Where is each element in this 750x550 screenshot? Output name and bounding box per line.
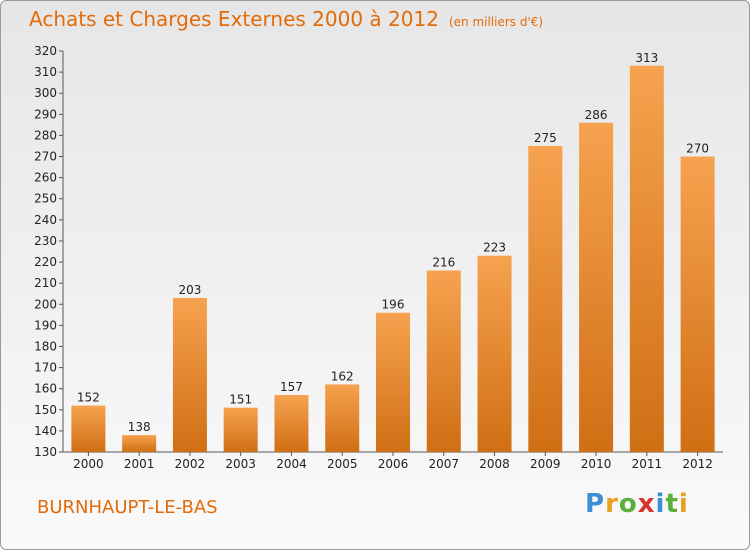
y-tick-label: 250 bbox=[34, 192, 57, 206]
bar bbox=[223, 407, 258, 452]
y-tick-label: 190 bbox=[34, 318, 57, 332]
y-tick-label: 150 bbox=[34, 403, 57, 417]
bar bbox=[325, 384, 360, 452]
y-tick-label: 220 bbox=[34, 255, 57, 269]
bar bbox=[579, 122, 614, 452]
commune-name: BURNHAUPT-LE-BAS bbox=[37, 497, 218, 518]
y-tick-label: 180 bbox=[34, 339, 57, 353]
bar bbox=[426, 270, 461, 452]
bar-value-label: 216 bbox=[432, 255, 455, 269]
bar bbox=[477, 255, 512, 452]
bar bbox=[528, 145, 563, 452]
x-tick-label: 2008 bbox=[479, 457, 510, 471]
chart-unit: (en milliers d'€) bbox=[448, 15, 544, 29]
bar-value-label: 270 bbox=[686, 142, 709, 156]
x-tick-label: 2006 bbox=[378, 457, 409, 471]
y-tick-label: 280 bbox=[34, 128, 57, 142]
x-tick-label: 2002 bbox=[175, 457, 206, 471]
bar-value-label: 313 bbox=[635, 51, 658, 65]
bar bbox=[629, 65, 664, 452]
x-tick-label: 2004 bbox=[276, 457, 307, 471]
bar-value-label: 275 bbox=[534, 131, 557, 145]
chart-title: Achats et Charges Externes 2000 à 2012 (e… bbox=[29, 7, 543, 31]
bar-value-label: 203 bbox=[178, 283, 201, 297]
y-tick-label: 230 bbox=[34, 234, 57, 248]
y-tick-label: 140 bbox=[34, 424, 57, 438]
chart-title-text: Achats et Charges Externes 2000 à 2012 bbox=[29, 7, 439, 31]
x-tick-label: 2009 bbox=[530, 457, 561, 471]
y-tick-label: 270 bbox=[34, 150, 57, 164]
bar-value-label: 286 bbox=[585, 108, 608, 122]
proxiti-logo: Proxiti bbox=[585, 489, 689, 519]
x-tick-label: 2003 bbox=[225, 457, 256, 471]
y-tick-label: 320 bbox=[34, 44, 57, 58]
bar bbox=[376, 312, 410, 452]
x-tick-label: 2001 bbox=[124, 457, 155, 471]
y-tick-label: 260 bbox=[34, 171, 57, 185]
y-tick-label: 130 bbox=[34, 445, 57, 459]
bar-value-label: 157 bbox=[280, 380, 303, 394]
y-tick-label: 300 bbox=[34, 86, 57, 100]
bar-value-label: 162 bbox=[331, 369, 354, 383]
y-tick-label: 200 bbox=[34, 297, 57, 311]
x-tick-label: 2000 bbox=[73, 457, 104, 471]
bar-value-label: 196 bbox=[382, 298, 405, 312]
y-tick-label: 310 bbox=[34, 65, 57, 79]
bar bbox=[172, 297, 207, 452]
bar bbox=[122, 435, 157, 452]
bar bbox=[71, 405, 106, 452]
y-tick-label: 210 bbox=[34, 276, 57, 290]
y-tick-label: 160 bbox=[34, 382, 57, 396]
x-tick-label: 2010 bbox=[581, 457, 612, 471]
bar-value-label: 152 bbox=[77, 391, 100, 405]
x-tick-label: 2012 bbox=[682, 457, 713, 471]
bar-value-label: 223 bbox=[483, 241, 506, 255]
x-tick-label: 2005 bbox=[327, 457, 358, 471]
x-tick-label: 2011 bbox=[632, 457, 663, 471]
bar bbox=[680, 156, 715, 453]
bar bbox=[274, 395, 309, 452]
y-tick-label: 290 bbox=[34, 107, 57, 121]
y-tick-label: 170 bbox=[34, 361, 57, 375]
bar-value-label: 151 bbox=[229, 393, 252, 407]
bar-value-label: 138 bbox=[128, 420, 151, 434]
x-tick-label: 2007 bbox=[428, 457, 459, 471]
y-tick-label: 240 bbox=[34, 213, 57, 227]
